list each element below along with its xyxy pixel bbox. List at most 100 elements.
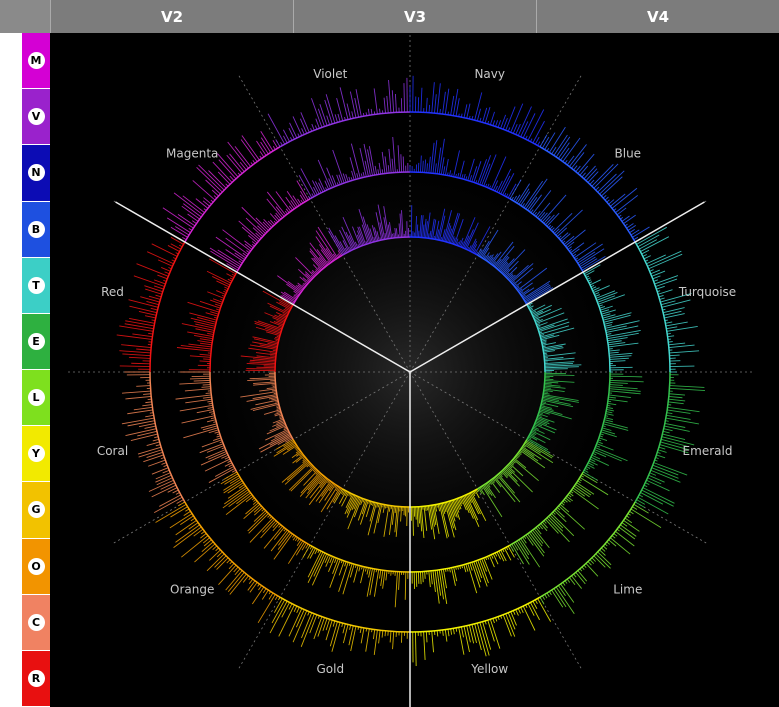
swatch-letter: V: [28, 108, 45, 125]
spectrum-spike: [544, 392, 548, 393]
spectrum-spike: [383, 504, 384, 507]
spectrum-spike: [445, 569, 446, 572]
spectrum-spike: [393, 234, 394, 238]
swatch-letter: Y: [28, 445, 45, 462]
spectrum-spike: [668, 342, 672, 343]
column-header: V2: [50, 0, 293, 33]
spectrum-spike: [427, 506, 428, 510]
swatch-letter: N: [28, 164, 45, 181]
swatch-letter: E: [28, 333, 45, 350]
spectrum-spike: [273, 350, 277, 351]
corner: [0, 0, 50, 33]
spectrum-spike: [434, 236, 435, 239]
wheel: Navy Blue Turquoise Emerald Lime Yellow Gold Or…: [50, 33, 779, 707]
spectrum-spike: [131, 363, 150, 364]
swatch: V: [22, 89, 50, 145]
sector-label: Gold: [316, 662, 344, 676]
spectrum-spike: [209, 403, 213, 404]
swatch: R: [22, 651, 50, 707]
swatch-letter: C: [28, 614, 45, 631]
swatch-letter: B: [28, 221, 45, 238]
spectrum-spike: [607, 405, 610, 406]
spectrum-spike: [376, 569, 377, 572]
sector-label: Yellow: [470, 662, 508, 676]
sector-label: Emerald: [683, 444, 733, 458]
swatch: O: [22, 539, 50, 595]
spectrum-spike: [543, 346, 546, 347]
sector-label: Coral: [97, 444, 128, 458]
sector-label: Violet: [313, 67, 347, 81]
spectrum-spike: [447, 568, 448, 571]
swatch: M: [22, 33, 50, 89]
spectrum-spike: [440, 109, 441, 114]
spectrum-spike: [366, 112, 367, 115]
spectrum-spike: [256, 367, 275, 368]
swatch-letter: R: [28, 670, 45, 687]
sidebar: M V N B T E L Y G O C R: [22, 33, 50, 707]
spectrum-spike: [206, 393, 211, 394]
swatch: Y: [22, 426, 50, 482]
spectrum-spike: [366, 628, 367, 631]
spectrum-spike: [545, 383, 552, 384]
spectrum-spike: [669, 355, 679, 356]
spectrum-spike: [382, 169, 383, 173]
swatch: G: [22, 482, 50, 538]
sector-label: Magenta: [166, 147, 218, 161]
spectrum-spike: [429, 105, 430, 113]
swatch-letter: M: [28, 52, 45, 69]
spectrum-spike: [272, 390, 276, 391]
spectrum-spike: [150, 413, 153, 414]
spectrum-spike: [404, 83, 405, 112]
left-pad: [0, 33, 22, 707]
spectrum-spike: [413, 507, 414, 536]
spectrum-spike: [545, 375, 574, 376]
spectrum-spike: [385, 505, 386, 509]
swatch: C: [22, 595, 50, 651]
spectrum-spike: [380, 109, 381, 114]
spectrum-spike: [363, 113, 364, 116]
spectrum-spike: [120, 366, 150, 367]
swatch: B: [22, 202, 50, 258]
spectrum-spike: [358, 627, 359, 630]
spectrum-spike: [667, 333, 671, 334]
spectrum-spike: [425, 571, 426, 578]
spectrum-spike: [447, 173, 448, 176]
page: V2V3V4 M V N B T E L Y G O C R Navy Blue Turquoise Eme…: [0, 0, 779, 707]
spectrum-spike: [246, 369, 275, 370]
swatch-letter: G: [28, 501, 45, 518]
swatch: L: [22, 370, 50, 426]
spectrum-spike: [416, 507, 417, 520]
column-header: V4: [536, 0, 779, 33]
spectrum-spike: [665, 320, 668, 321]
spectrum-spike: [387, 505, 388, 508]
sector-label: Red: [101, 285, 124, 299]
spectrum-spike: [385, 631, 386, 636]
swatch-letter: L: [28, 389, 45, 406]
spectrum-spike: [418, 572, 419, 584]
column-header: V3: [293, 0, 536, 33]
spectrum-spike: [670, 366, 694, 367]
swatch: E: [22, 314, 50, 370]
sector-label: Blue: [615, 147, 642, 161]
sector-label: Lime: [613, 582, 642, 596]
spectrum-spike: [405, 572, 406, 600]
header: V2V3V4: [50, 0, 779, 33]
spectrum-spike: [426, 506, 427, 511]
sector-label: Turquoise: [678, 285, 736, 299]
swatch: N: [22, 145, 50, 201]
spectrum-spike: [437, 631, 438, 637]
spectrum-spike: [394, 233, 395, 238]
spectrum-spike: [459, 114, 460, 117]
swatch-letter: T: [28, 277, 45, 294]
sector-label: Orange: [170, 582, 214, 596]
swatch-letter: O: [28, 558, 45, 575]
spectrum-spike: [380, 237, 381, 240]
spectrum-spike: [452, 173, 453, 176]
swatch: T: [22, 258, 50, 314]
spectrum-spike: [665, 421, 668, 422]
spectrum-spike: [190, 378, 210, 379]
spectrum-spike: [605, 416, 608, 417]
sector-label: Navy: [474, 67, 505, 81]
spectrum-spike: [200, 361, 211, 362]
spectrum-spike: [437, 504, 438, 507]
